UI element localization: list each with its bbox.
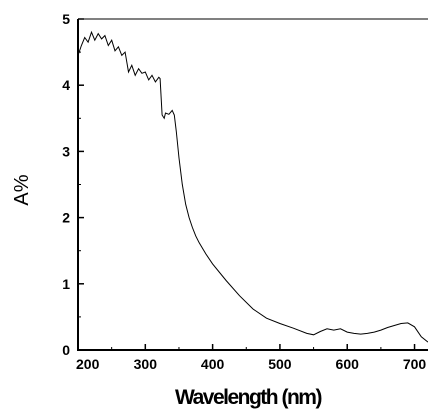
y-tick-label: 5 [62, 11, 70, 27]
x-tick-label: 500 [268, 356, 292, 372]
y-tick-label: 1 [62, 276, 70, 292]
y-axis-title: A% [11, 174, 33, 205]
y-tick-label: 3 [62, 143, 70, 159]
y-tick-label: 4 [62, 77, 70, 93]
x-axis-title: Wavelength (nm) [175, 386, 321, 409]
x-tick-label: 700 [403, 356, 427, 372]
x-tick-label: 200 [76, 356, 100, 372]
x-tick-label: 600 [336, 356, 360, 372]
y-axis-ticks: 0 1 2 3 4 5 [62, 11, 84, 358]
x-tick-label: 300 [134, 356, 158, 372]
y-tick-label: 0 [62, 342, 70, 358]
x-axis-ticks: 200 300 400 500 600 700 [76, 344, 426, 372]
y-tick-label: 2 [62, 210, 70, 226]
series-line [77, 30, 428, 343]
x-tick-label: 400 [201, 356, 225, 372]
